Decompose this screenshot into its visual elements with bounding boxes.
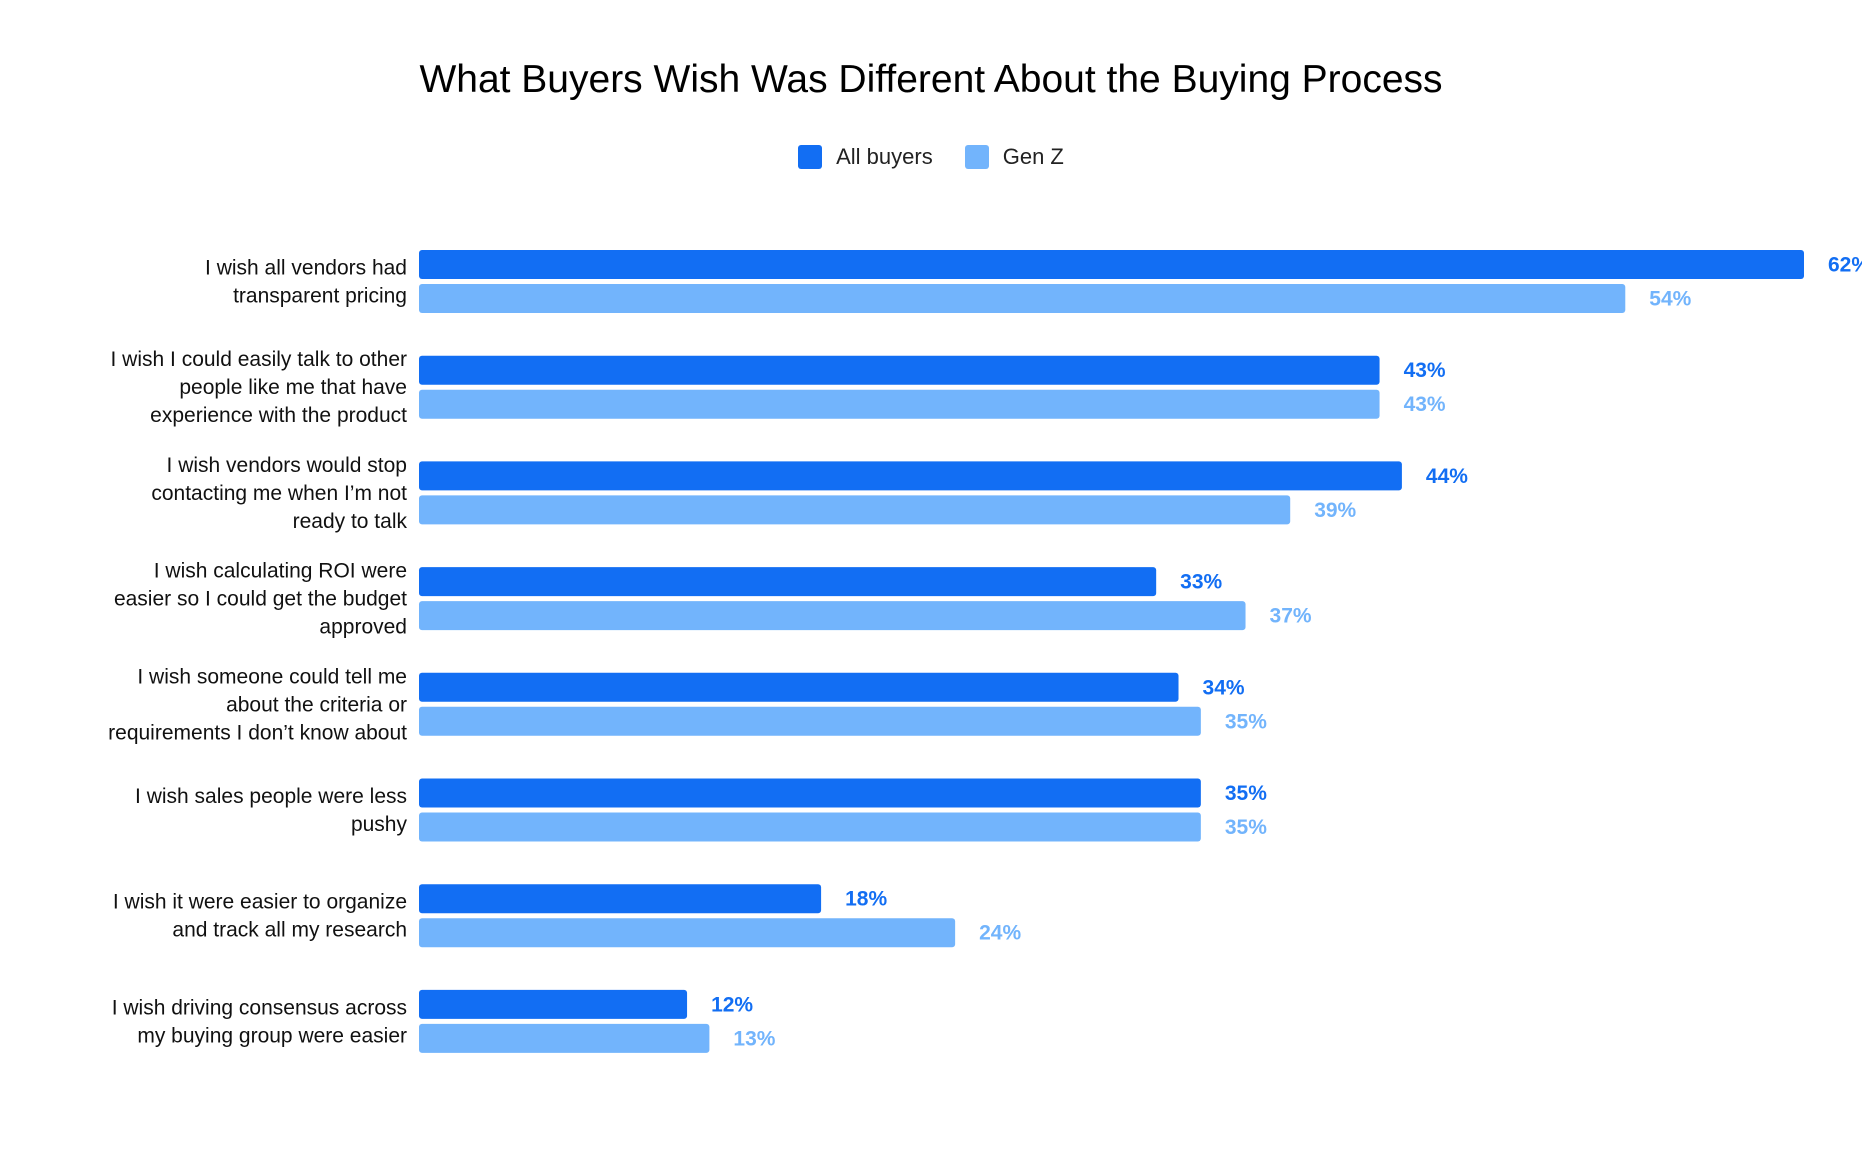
bar-all-buyers xyxy=(419,567,1157,597)
category-label: requirements I don’t know about xyxy=(108,721,407,744)
bar-gen-z xyxy=(419,706,1201,736)
legend-item-gen-z: Gen Z xyxy=(964,144,1064,170)
bar-gen-z xyxy=(419,495,1291,525)
bar-gen-z xyxy=(419,918,956,948)
data-label: 62% xyxy=(1828,254,1862,277)
data-label: 18% xyxy=(845,888,887,911)
data-label: 35% xyxy=(1225,782,1267,805)
category-label: pushy xyxy=(351,813,408,836)
category-label: I wish someone could tell me xyxy=(137,665,407,688)
data-label: 33% xyxy=(1180,571,1222,594)
category-label: I wish driving consensus across xyxy=(112,996,407,1019)
data-label: 24% xyxy=(979,922,1021,945)
legend-label: All buyers xyxy=(836,144,933,169)
data-label: 35% xyxy=(1225,710,1267,733)
bar-all-buyers xyxy=(419,778,1201,808)
data-label: 43% xyxy=(1404,393,1446,416)
bar-all-buyers xyxy=(419,672,1179,702)
legend: All buyers Gen Z xyxy=(0,144,1862,170)
bar-all-buyers xyxy=(419,461,1402,491)
category-label: about the criteria or xyxy=(226,693,407,716)
category-label: I wish sales people were less xyxy=(135,785,407,808)
bar-gen-z xyxy=(419,389,1380,419)
category-label: I wish I could easily talk to other xyxy=(111,348,407,371)
category-label: my buying group were easier xyxy=(137,1024,407,1047)
bar-all-buyers xyxy=(419,884,822,914)
legend-item-all-buyers: All buyers xyxy=(798,144,933,170)
category-label: I wish it were easier to organize xyxy=(113,891,407,914)
category-label: I wish vendors would stop xyxy=(167,454,407,477)
category-label: approved xyxy=(319,616,407,639)
category-label: and track all my research xyxy=(172,919,407,942)
data-label: 37% xyxy=(1270,605,1312,628)
legend-swatch-all-buyers xyxy=(798,145,823,169)
category-label: ready to talk xyxy=(293,510,408,533)
bar-all-buyers xyxy=(419,250,1804,279)
category-label: contacting me when I’m not xyxy=(151,482,407,505)
legend-swatch-gen-z xyxy=(964,145,989,169)
category-label: transparent pricing xyxy=(233,285,407,308)
bar-gen-z xyxy=(419,812,1201,842)
data-label: 39% xyxy=(1314,499,1356,522)
data-label: 35% xyxy=(1225,816,1267,839)
bar-gen-z xyxy=(419,284,1626,313)
bar-gen-z xyxy=(419,601,1246,631)
bar-all-buyers xyxy=(419,355,1380,385)
bar-gen-z xyxy=(419,1023,710,1053)
data-label: 43% xyxy=(1404,359,1446,382)
data-label: 12% xyxy=(711,993,753,1016)
legend-label: Gen Z xyxy=(1002,144,1064,169)
data-label: 44% xyxy=(1426,465,1468,488)
data-label: 54% xyxy=(1649,288,1691,311)
data-label: 34% xyxy=(1203,676,1245,699)
chart-title: What Buyers Wish Was Different About the… xyxy=(419,58,1443,101)
category-label: experience with the product xyxy=(150,404,407,427)
category-label: easier so I could get the budget xyxy=(114,588,407,611)
category-label: people like me that have xyxy=(179,376,407,399)
category-label: I wish calculating ROI were xyxy=(154,560,407,583)
data-label: 13% xyxy=(733,1027,775,1050)
category-label: I wish all vendors had xyxy=(205,257,407,280)
bar-all-buyers xyxy=(419,989,688,1019)
